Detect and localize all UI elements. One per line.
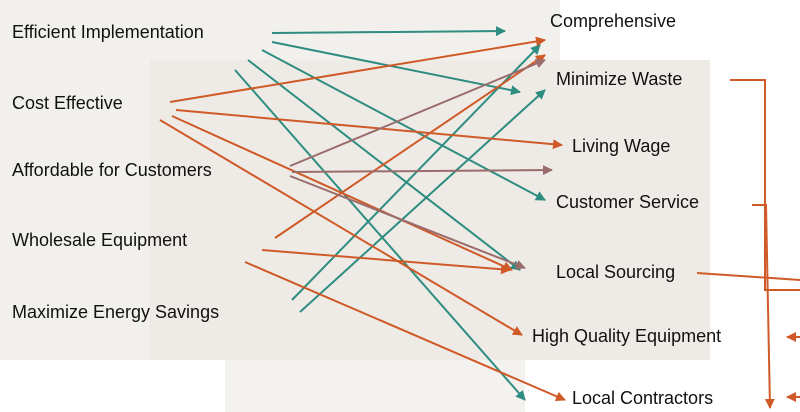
arrow: [261, 249, 511, 275]
arrow: [271, 41, 521, 96]
background-panel: [225, 360, 525, 412]
right-nodes: Comprehensive Minimize Waste Living Wage…: [532, 11, 721, 408]
node-label: Minimize Waste: [556, 69, 682, 89]
node-label: Maximize Energy Savings: [12, 302, 219, 322]
arrow: [271, 26, 506, 37]
background-panel: [150, 60, 710, 360]
arrow: [291, 165, 553, 176]
arrow: [289, 175, 526, 270]
arrow: [244, 261, 566, 402]
arrow: [159, 119, 523, 336]
node-label: Living Wage: [572, 136, 670, 156]
node-label: Local Contractors: [572, 388, 713, 408]
node-label: Cost Effective: [12, 93, 123, 113]
connector: [730, 79, 800, 291]
arrow: [274, 54, 546, 239]
connector: [696, 272, 800, 281]
node-label: High Quality Equipment: [532, 326, 721, 346]
node-label: Wholesale Equipment: [12, 230, 187, 250]
arrow: [234, 69, 526, 401]
arrow: [169, 36, 546, 103]
arrow: [261, 49, 546, 201]
connector: [752, 204, 775, 409]
arrow: [299, 89, 546, 313]
arrow: [289, 58, 546, 167]
node-label: Comprehensive: [550, 11, 676, 31]
node-label: Efficient Implementation: [12, 22, 204, 42]
arrow: [175, 109, 563, 150]
edges: [159, 26, 800, 409]
node-label: Local Sourcing: [556, 262, 675, 282]
left-nodes: Efficient Implementation Cost Effective …: [12, 22, 219, 322]
node-label: Affordable for Customers: [12, 160, 212, 180]
node-label: Customer Service: [556, 192, 699, 212]
